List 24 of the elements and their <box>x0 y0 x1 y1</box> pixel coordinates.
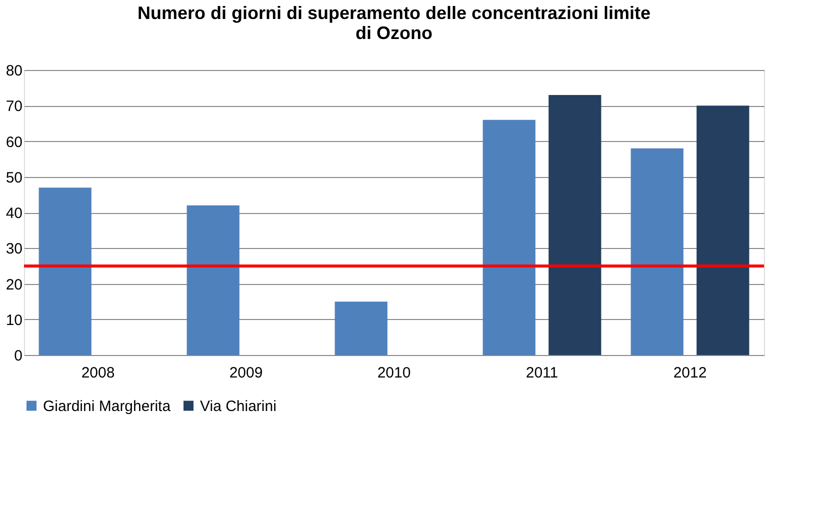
x-tick-label: 2011 <box>526 364 558 382</box>
legend-label: Giardini Margherita <box>43 398 172 415</box>
x-tick-label: 2009 <box>229 364 263 382</box>
y-tick-label: 30 <box>6 240 22 258</box>
y-tick-label: 40 <box>6 205 22 222</box>
bar <box>186 205 240 355</box>
x-tick-label: 2008 <box>81 364 115 382</box>
y-tick-label: 80 <box>6 62 22 80</box>
y-tick-label: 20 <box>6 276 22 294</box>
y-tick-label: 10 <box>6 312 22 329</box>
y-tick-label: 60 <box>6 134 22 151</box>
bar <box>548 94 602 355</box>
y-tick-label: 70 <box>6 98 22 116</box>
bar <box>696 106 750 355</box>
bar <box>334 302 388 355</box>
y-tick-label: 0 <box>14 348 22 364</box>
y-tick-label: 50 <box>6 169 22 186</box>
x-tick-label: 2012 <box>673 364 707 382</box>
bar <box>38 188 92 355</box>
bar <box>630 148 684 355</box>
bar <box>482 120 536 355</box>
chart-title: Numero di giorni di superamento delle concentrazioni limite di Ozono <box>137 3 651 43</box>
x-tick-label: 2010 <box>377 364 411 382</box>
legend-label: Via Chiarini <box>200 398 276 415</box>
